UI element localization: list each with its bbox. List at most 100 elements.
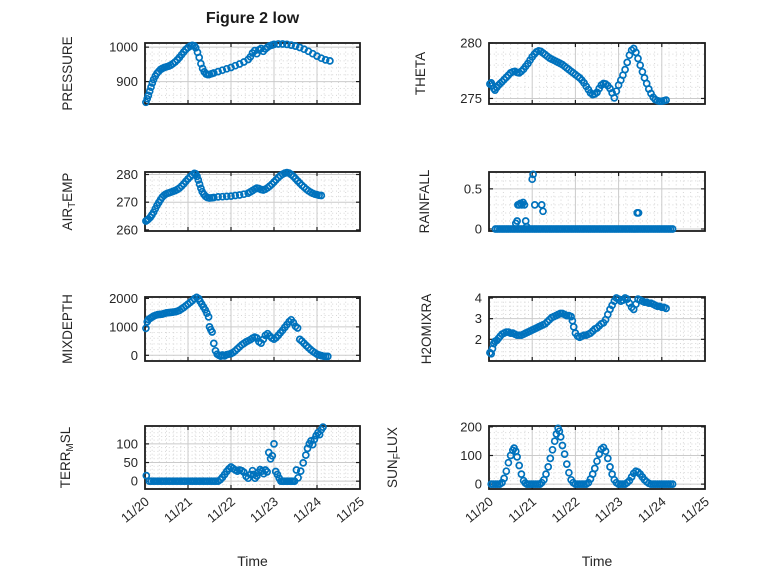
data-point	[542, 470, 550, 478]
data-point	[145, 87, 154, 96]
data-point	[209, 69, 218, 77]
data-point	[623, 58, 632, 67]
y-tick-label: 0	[475, 221, 482, 236]
data-point	[287, 41, 296, 49]
data-point	[593, 457, 601, 466]
data-point	[317, 191, 326, 200]
y-axis-label-h2omixra: H2OMIXRA	[419, 294, 434, 365]
subplot-mixdepth: 0 1000 2000 MIXDEPTH	[60, 291, 361, 364]
data-point	[610, 94, 619, 102]
y-axis-label-mixdepth: MIXDEPTH	[60, 294, 75, 364]
plot-box	[488, 42, 706, 105]
data-point	[147, 83, 155, 91]
data-point	[548, 445, 557, 454]
data-point	[621, 65, 629, 74]
data-point	[292, 466, 301, 474]
y-tick-label: 270	[116, 195, 138, 210]
data-point	[326, 57, 334, 65]
y-axis-label-air-temp: AIRTEMP	[60, 173, 78, 231]
data-point	[603, 454, 612, 463]
data-point	[194, 176, 203, 184]
data-point	[218, 66, 227, 75]
subplot-h2omixra: 2 3 4 H2OMIXRA	[419, 291, 706, 365]
data-point	[283, 40, 291, 49]
data-point	[606, 463, 614, 471]
data-points	[487, 424, 677, 488]
subplot-rainfall: 00.5 RAINFALL	[417, 169, 706, 236]
y-axis-label-rainfall: RAINFALL	[417, 169, 432, 233]
plot-box	[144, 42, 361, 105]
y-tick-labels: 2 3 4	[475, 291, 482, 347]
x-axis-label-left: Time	[237, 553, 268, 569]
data-points	[142, 168, 326, 225]
x-tick-label: 11/22	[548, 494, 582, 526]
x-tick-label: 11/20	[462, 494, 496, 526]
data-point	[520, 201, 529, 209]
y-tick-label: 50	[124, 455, 138, 470]
data-point	[204, 313, 213, 321]
x-tick-label: 11/24	[290, 494, 324, 526]
data-point	[301, 451, 310, 459]
y-tick-label: 1000	[109, 319, 138, 334]
plot-box	[144, 425, 361, 490]
data-point	[550, 437, 559, 446]
data-point	[319, 423, 327, 431]
y-tick-labels: 0 1000 2000	[109, 291, 138, 363]
data-point	[142, 471, 151, 480]
data-point	[231, 191, 240, 200]
data-point	[496, 79, 505, 88]
y-axis-label-pressure: PRESSURE	[60, 36, 75, 110]
data-point	[144, 91, 153, 100]
y-tick-label: 275	[460, 91, 482, 106]
y-tick-label: 900	[116, 74, 138, 89]
y-tick-label: 3	[475, 311, 482, 326]
y-tick-label: 1000	[109, 40, 138, 55]
x-tick-labels: 11/20 11/21 11/22 11/23 11/24 11/25	[462, 494, 712, 526]
data-point	[218, 192, 227, 201]
data-points	[491, 170, 677, 233]
data-point	[515, 461, 524, 470]
data-point	[291, 42, 300, 50]
data-point	[601, 447, 610, 456]
figure-title: Figure 2 low	[205, 10, 300, 27]
plot-box	[144, 171, 361, 232]
data-point	[252, 472, 261, 480]
data-point	[222, 192, 231, 201]
data-points	[142, 40, 334, 107]
y-tick-labels: 00.5	[464, 181, 482, 236]
y-tick-label: 2	[475, 332, 482, 347]
y-tick-label: 200	[460, 419, 482, 434]
data-point	[634, 209, 643, 217]
data-point	[546, 454, 555, 463]
y-tick-label: 0	[131, 474, 138, 489]
data-point	[565, 468, 573, 477]
data-point	[528, 175, 537, 184]
data-point	[278, 40, 287, 48]
data-point	[638, 67, 647, 76]
data-point	[148, 79, 157, 87]
data-point	[274, 40, 283, 48]
x-tick-label: 11/24	[635, 494, 669, 526]
subplot-air-temp: 260 270 280 AIRTEMP	[60, 167, 361, 237]
y-tick-label: 100	[460, 448, 482, 463]
minor-grid	[146, 427, 359, 488]
data-point	[636, 61, 645, 70]
data-point	[268, 451, 277, 460]
data-points	[486, 44, 670, 106]
y-axis-label-theta: THETA	[413, 52, 428, 95]
y-tick-label: 0	[475, 477, 482, 492]
data-point	[273, 470, 282, 479]
plot-box	[488, 425, 706, 490]
data-point	[270, 440, 278, 448]
data-point	[209, 339, 218, 348]
x-tick-label: 11/23	[592, 494, 626, 526]
data-point	[310, 435, 319, 444]
data-point	[203, 309, 211, 318]
x-tick-label: 11/23	[247, 494, 281, 526]
subplot-pressure: 900 1000 PRESSURE	[60, 36, 361, 111]
data-point	[529, 170, 537, 179]
y-tick-label: 100	[116, 436, 138, 451]
minor-grid	[490, 173, 704, 230]
